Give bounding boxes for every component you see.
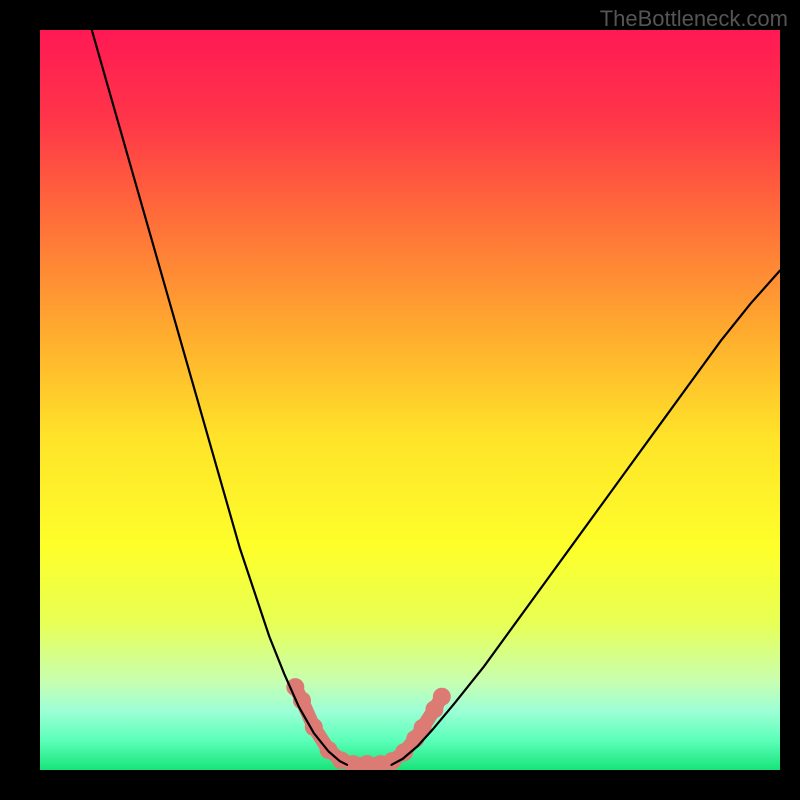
marker-chain [286, 678, 451, 770]
plot-area [40, 30, 780, 770]
curve-right [392, 271, 781, 765]
curve-left [92, 30, 347, 765]
chart-svg [40, 30, 780, 770]
watermark-text: TheBottleneck.com [600, 6, 788, 32]
